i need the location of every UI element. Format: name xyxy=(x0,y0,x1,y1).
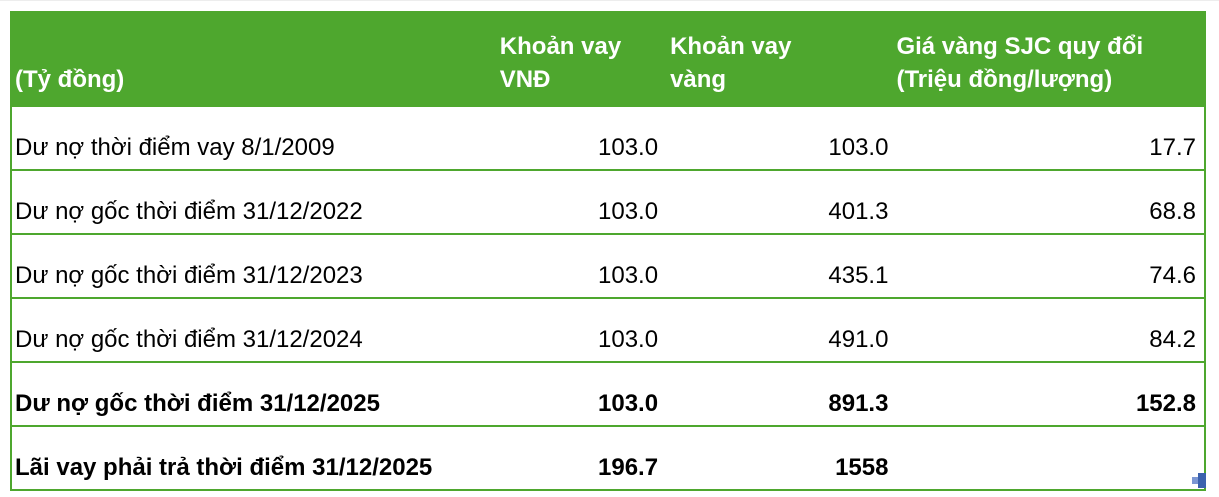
cell-gold[interactable]: 1558 xyxy=(663,425,894,490)
header-cell-loan-gold[interactable]: Khoản vay vàng xyxy=(663,12,894,106)
cell-gold[interactable]: 401.3 xyxy=(663,169,894,234)
row-label[interactable]: Dư nợ thời điểm vay 8/1/2009 xyxy=(11,105,488,170)
header-cell-unit[interactable]: (Tỷ đồng) xyxy=(11,12,488,106)
cell-vnd[interactable]: 103.0 xyxy=(487,361,664,426)
cell-gold[interactable]: 103.0 xyxy=(663,105,894,170)
cell-sjc[interactable] xyxy=(893,425,1205,490)
cell-vnd[interactable]: 103.0 xyxy=(487,169,664,234)
cell-sjc[interactable]: 74.6 xyxy=(893,233,1205,298)
row-label[interactable]: Lãi vay phải trả thời điểm 31/12/2025 xyxy=(11,425,488,490)
row-label[interactable]: Dư nợ gốc thời điểm 31/12/2023 xyxy=(11,233,488,298)
cell-sjc[interactable]: 68.8 xyxy=(893,169,1205,234)
row-label[interactable]: Dư nợ gốc thời điểm 31/12/2024 xyxy=(11,297,488,362)
cell-gold[interactable]: 435.1 xyxy=(663,233,894,298)
handle-light-square xyxy=(1192,477,1199,484)
header-row: (Tỷ đồng) Khoản vay VNĐ Khoản vay vàng G… xyxy=(11,12,1205,106)
table-row: Dư nợ thời điểm vay 8/1/2009 103.0 103.0… xyxy=(11,105,1205,170)
table-row-interest-due: Lãi vay phải trả thời điểm 31/12/2025 19… xyxy=(11,425,1205,490)
cell-gold[interactable]: 891.3 xyxy=(663,361,894,426)
cell-sjc[interactable]: 152.8 xyxy=(893,361,1205,426)
cell-vnd[interactable]: 103.0 xyxy=(487,233,664,298)
cell-vnd[interactable]: 103.0 xyxy=(487,105,664,170)
header-cell-loan-vnd[interactable]: Khoản vay VNĐ xyxy=(487,12,664,106)
excel-selection-handle[interactable] xyxy=(1192,473,1206,488)
table-row: Dư nợ gốc thời điểm 31/12/2023 103.0 435… xyxy=(11,233,1205,298)
table-row-total-principal: Dư nợ gốc thời điểm 31/12/2025 103.0 891… xyxy=(11,361,1205,426)
table-row: Dư nợ gốc thời điểm 31/12/2024 103.0 491… xyxy=(11,297,1205,362)
cell-vnd[interactable]: 196.7 xyxy=(487,425,664,490)
cell-vnd[interactable]: 103.0 xyxy=(487,297,664,362)
row-label[interactable]: Dư nợ gốc thời điểm 31/12/2022 xyxy=(11,169,488,234)
screen-top-edge xyxy=(0,0,1219,1)
cell-gold[interactable]: 491.0 xyxy=(663,297,894,362)
cell-sjc[interactable]: 17.7 xyxy=(893,105,1205,170)
loan-table: (Tỷ đồng) Khoản vay VNĐ Khoản vay vàng G… xyxy=(10,11,1206,491)
row-label[interactable]: Dư nợ gốc thời điểm 31/12/2025 xyxy=(11,361,488,426)
table-row: Dư nợ gốc thời điểm 31/12/2022 103.0 401… xyxy=(11,169,1205,234)
header-cell-sjc-price[interactable]: Giá vàng SJC quy đổi (Triệu đồng/lượng) xyxy=(893,12,1205,106)
cell-sjc[interactable]: 84.2 xyxy=(893,297,1205,362)
handle-dark-square xyxy=(1198,473,1206,488)
